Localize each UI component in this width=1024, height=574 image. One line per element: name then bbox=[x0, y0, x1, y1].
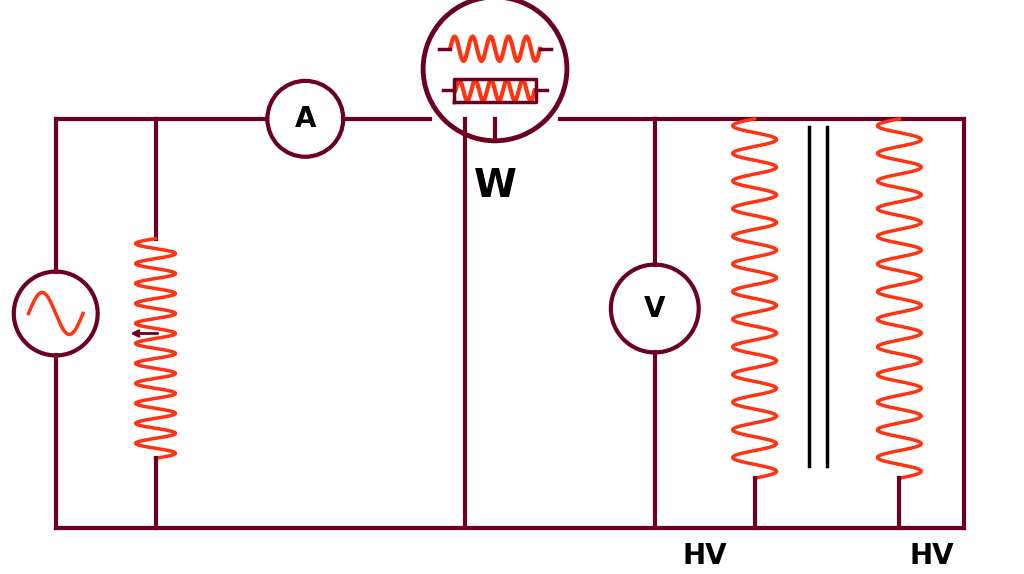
Circle shape bbox=[611, 265, 698, 352]
Circle shape bbox=[423, 0, 567, 141]
Text: W: W bbox=[473, 166, 516, 205]
Circle shape bbox=[267, 81, 343, 157]
Text: V: V bbox=[644, 294, 666, 323]
Circle shape bbox=[13, 272, 97, 355]
Text: HV: HV bbox=[682, 542, 727, 570]
Text: HV: HV bbox=[909, 542, 953, 570]
Text: A: A bbox=[295, 105, 316, 133]
